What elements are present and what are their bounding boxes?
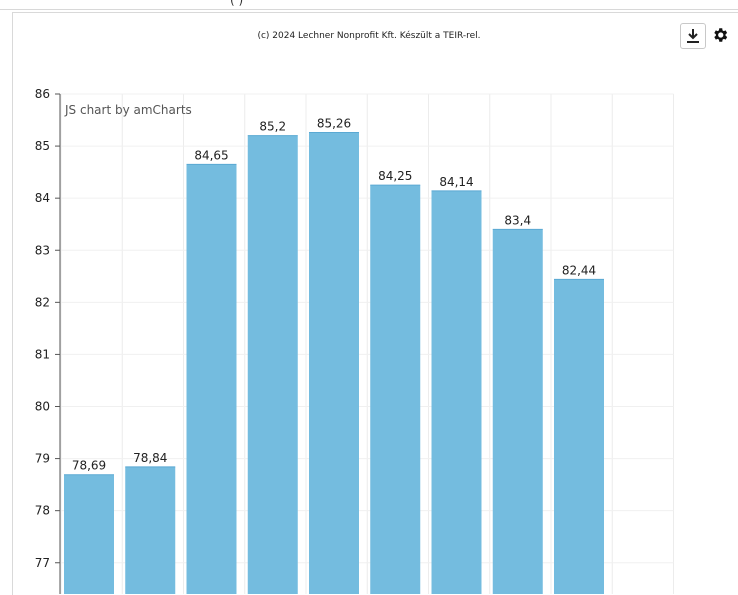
bar-value-label: 78,84: [133, 451, 167, 465]
y-tick-label: 78: [35, 504, 50, 518]
bar[interactable]: [64, 474, 114, 594]
bars: [64, 132, 604, 594]
bar-value-label: 82,44: [562, 263, 596, 277]
gear-icon: [714, 28, 728, 42]
y-tick-label: 86: [35, 87, 50, 101]
download-icon: [687, 29, 699, 43]
bar-value-label: 83,4: [504, 213, 531, 227]
y-tick-label: 84: [35, 191, 50, 205]
y-tick-label: 81: [35, 347, 50, 361]
y-axis: 77 78 79 80 81 82 83 84 85 86: [35, 87, 61, 594]
y-tick-label: 79: [35, 452, 50, 466]
value-labels: 78,69 78,84 84,65 85,2 85,26 84,25 84,14 83,4 82…: [72, 117, 596, 473]
y-tick-label: 82: [35, 295, 50, 309]
chart-watermark: JS chart by amCharts: [64, 103, 192, 117]
bar[interactable]: [309, 132, 359, 594]
bar-value-label: 84,14: [439, 175, 473, 189]
y-tick-label: 77: [35, 556, 50, 570]
bar[interactable]: [492, 229, 543, 594]
top-cutoff-text: ( ): [230, 0, 244, 7]
top-cutoff-strip: ( ): [0, 0, 738, 10]
bar[interactable]: [186, 164, 237, 594]
y-tick-label: 85: [35, 139, 50, 153]
y-tick-label: 80: [35, 400, 50, 414]
y-tick-label: 83: [35, 243, 50, 257]
download-button[interactable]: [680, 23, 706, 49]
bar[interactable]: [125, 466, 176, 594]
bar[interactable]: [431, 190, 482, 594]
bar-value-label: 85,26: [317, 117, 351, 131]
bar-value-label: 84,65: [194, 148, 228, 162]
settings-button[interactable]: [708, 23, 732, 47]
bar-value-label: 84,25: [378, 169, 412, 183]
chart-credit: (c) 2024 Lechner Nonprofit Kft. Készült …: [257, 31, 481, 41]
bar-value-label: 85,2: [259, 120, 286, 134]
bar[interactable]: [370, 185, 421, 594]
bar[interactable]: [554, 279, 604, 594]
bar-value-label: 78,69: [72, 459, 106, 473]
bar[interactable]: [247, 135, 298, 594]
